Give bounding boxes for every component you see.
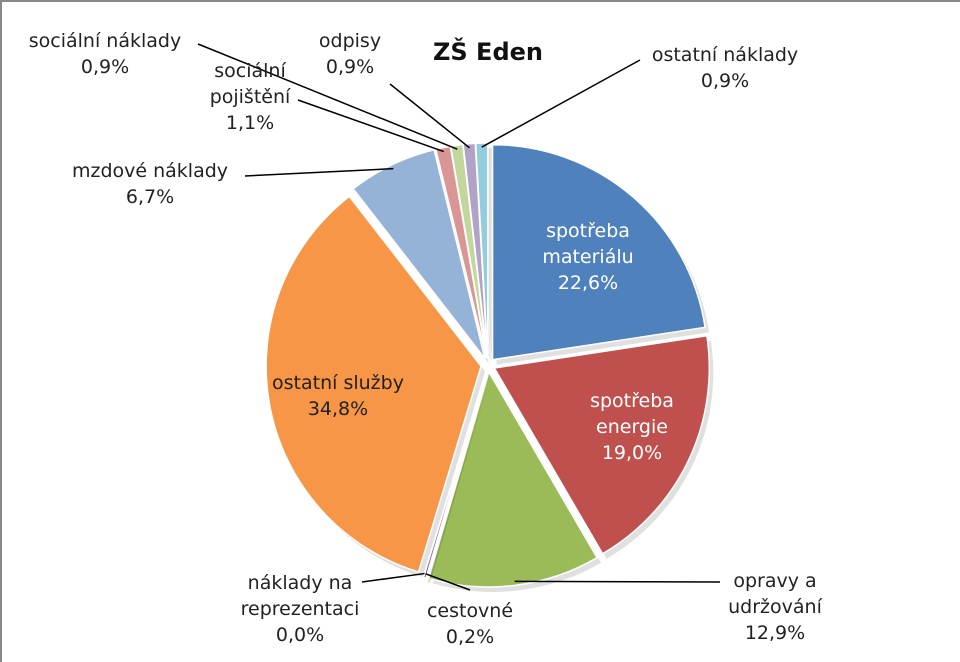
slice bbox=[427, 370, 599, 588]
value-label: 0,0% bbox=[275, 624, 325, 646]
shadow bbox=[427, 376, 490, 583]
category-label: ostatní služby bbox=[272, 372, 404, 394]
data-label: spotřeba energie 19,0% bbox=[572, 388, 692, 466]
category-label: sociální pojištění bbox=[209, 60, 291, 108]
category-label: ostatní náklady bbox=[651, 44, 799, 66]
value-label: 34,8% bbox=[307, 398, 369, 420]
value-label: 0,9% bbox=[325, 56, 375, 78]
category-label: sociální náklady bbox=[28, 30, 182, 52]
data-label: cestovné 0,2% bbox=[410, 598, 530, 650]
leader-line bbox=[481, 59, 641, 148]
data-label: ostatní služby 34,8% bbox=[258, 370, 418, 422]
leader-line bbox=[389, 83, 470, 149]
value-label: 19,0% bbox=[601, 442, 663, 464]
slice bbox=[493, 334, 711, 555]
value-label: 6,7% bbox=[125, 186, 175, 208]
slice bbox=[422, 371, 487, 578]
data-label: sociální pojištění 1,1% bbox=[200, 58, 300, 136]
value-label: 22,6% bbox=[557, 272, 619, 294]
chart-title: ZŠ Eden bbox=[433, 38, 543, 66]
value-label: 0,9% bbox=[80, 56, 130, 78]
value-label: 12,9% bbox=[744, 622, 806, 644]
category-label: spotřeba energie bbox=[590, 390, 674, 438]
shadow bbox=[427, 376, 491, 584]
leader-line bbox=[361, 572, 425, 583]
value-label: 0,9% bbox=[700, 70, 750, 92]
category-label: opravy a udržování bbox=[728, 570, 822, 618]
data-label: náklady na reprezentaci 0,0% bbox=[220, 570, 380, 648]
leader-line bbox=[425, 573, 471, 591]
category-label: cestovné bbox=[426, 600, 514, 622]
category-label: náklady na reprezentaci bbox=[240, 572, 360, 620]
leader-line bbox=[514, 580, 721, 583]
data-label: ostatní náklady 0,9% bbox=[620, 42, 830, 94]
value-label: 1,1% bbox=[225, 112, 275, 134]
slice bbox=[352, 148, 486, 360]
data-label: mzdové náklady 6,7% bbox=[40, 158, 260, 210]
data-label: sociální náklady 0,9% bbox=[0, 28, 210, 80]
slice bbox=[491, 143, 706, 361]
category-label: spotřeba materiálu bbox=[542, 220, 634, 268]
data-label: odpisy 0,9% bbox=[305, 28, 395, 80]
data-label: opravy a udržování 12,9% bbox=[715, 568, 835, 646]
category-label: mzdové náklady bbox=[71, 160, 229, 182]
leader-line bbox=[197, 43, 458, 150]
category-label: odpisy bbox=[318, 30, 382, 52]
data-label: spotřeba materiálu 22,6% bbox=[523, 218, 653, 296]
leader-line bbox=[297, 99, 445, 153]
slice bbox=[265, 195, 482, 573]
value-label: 0,2% bbox=[445, 626, 495, 648]
leader-line bbox=[244, 167, 394, 177]
